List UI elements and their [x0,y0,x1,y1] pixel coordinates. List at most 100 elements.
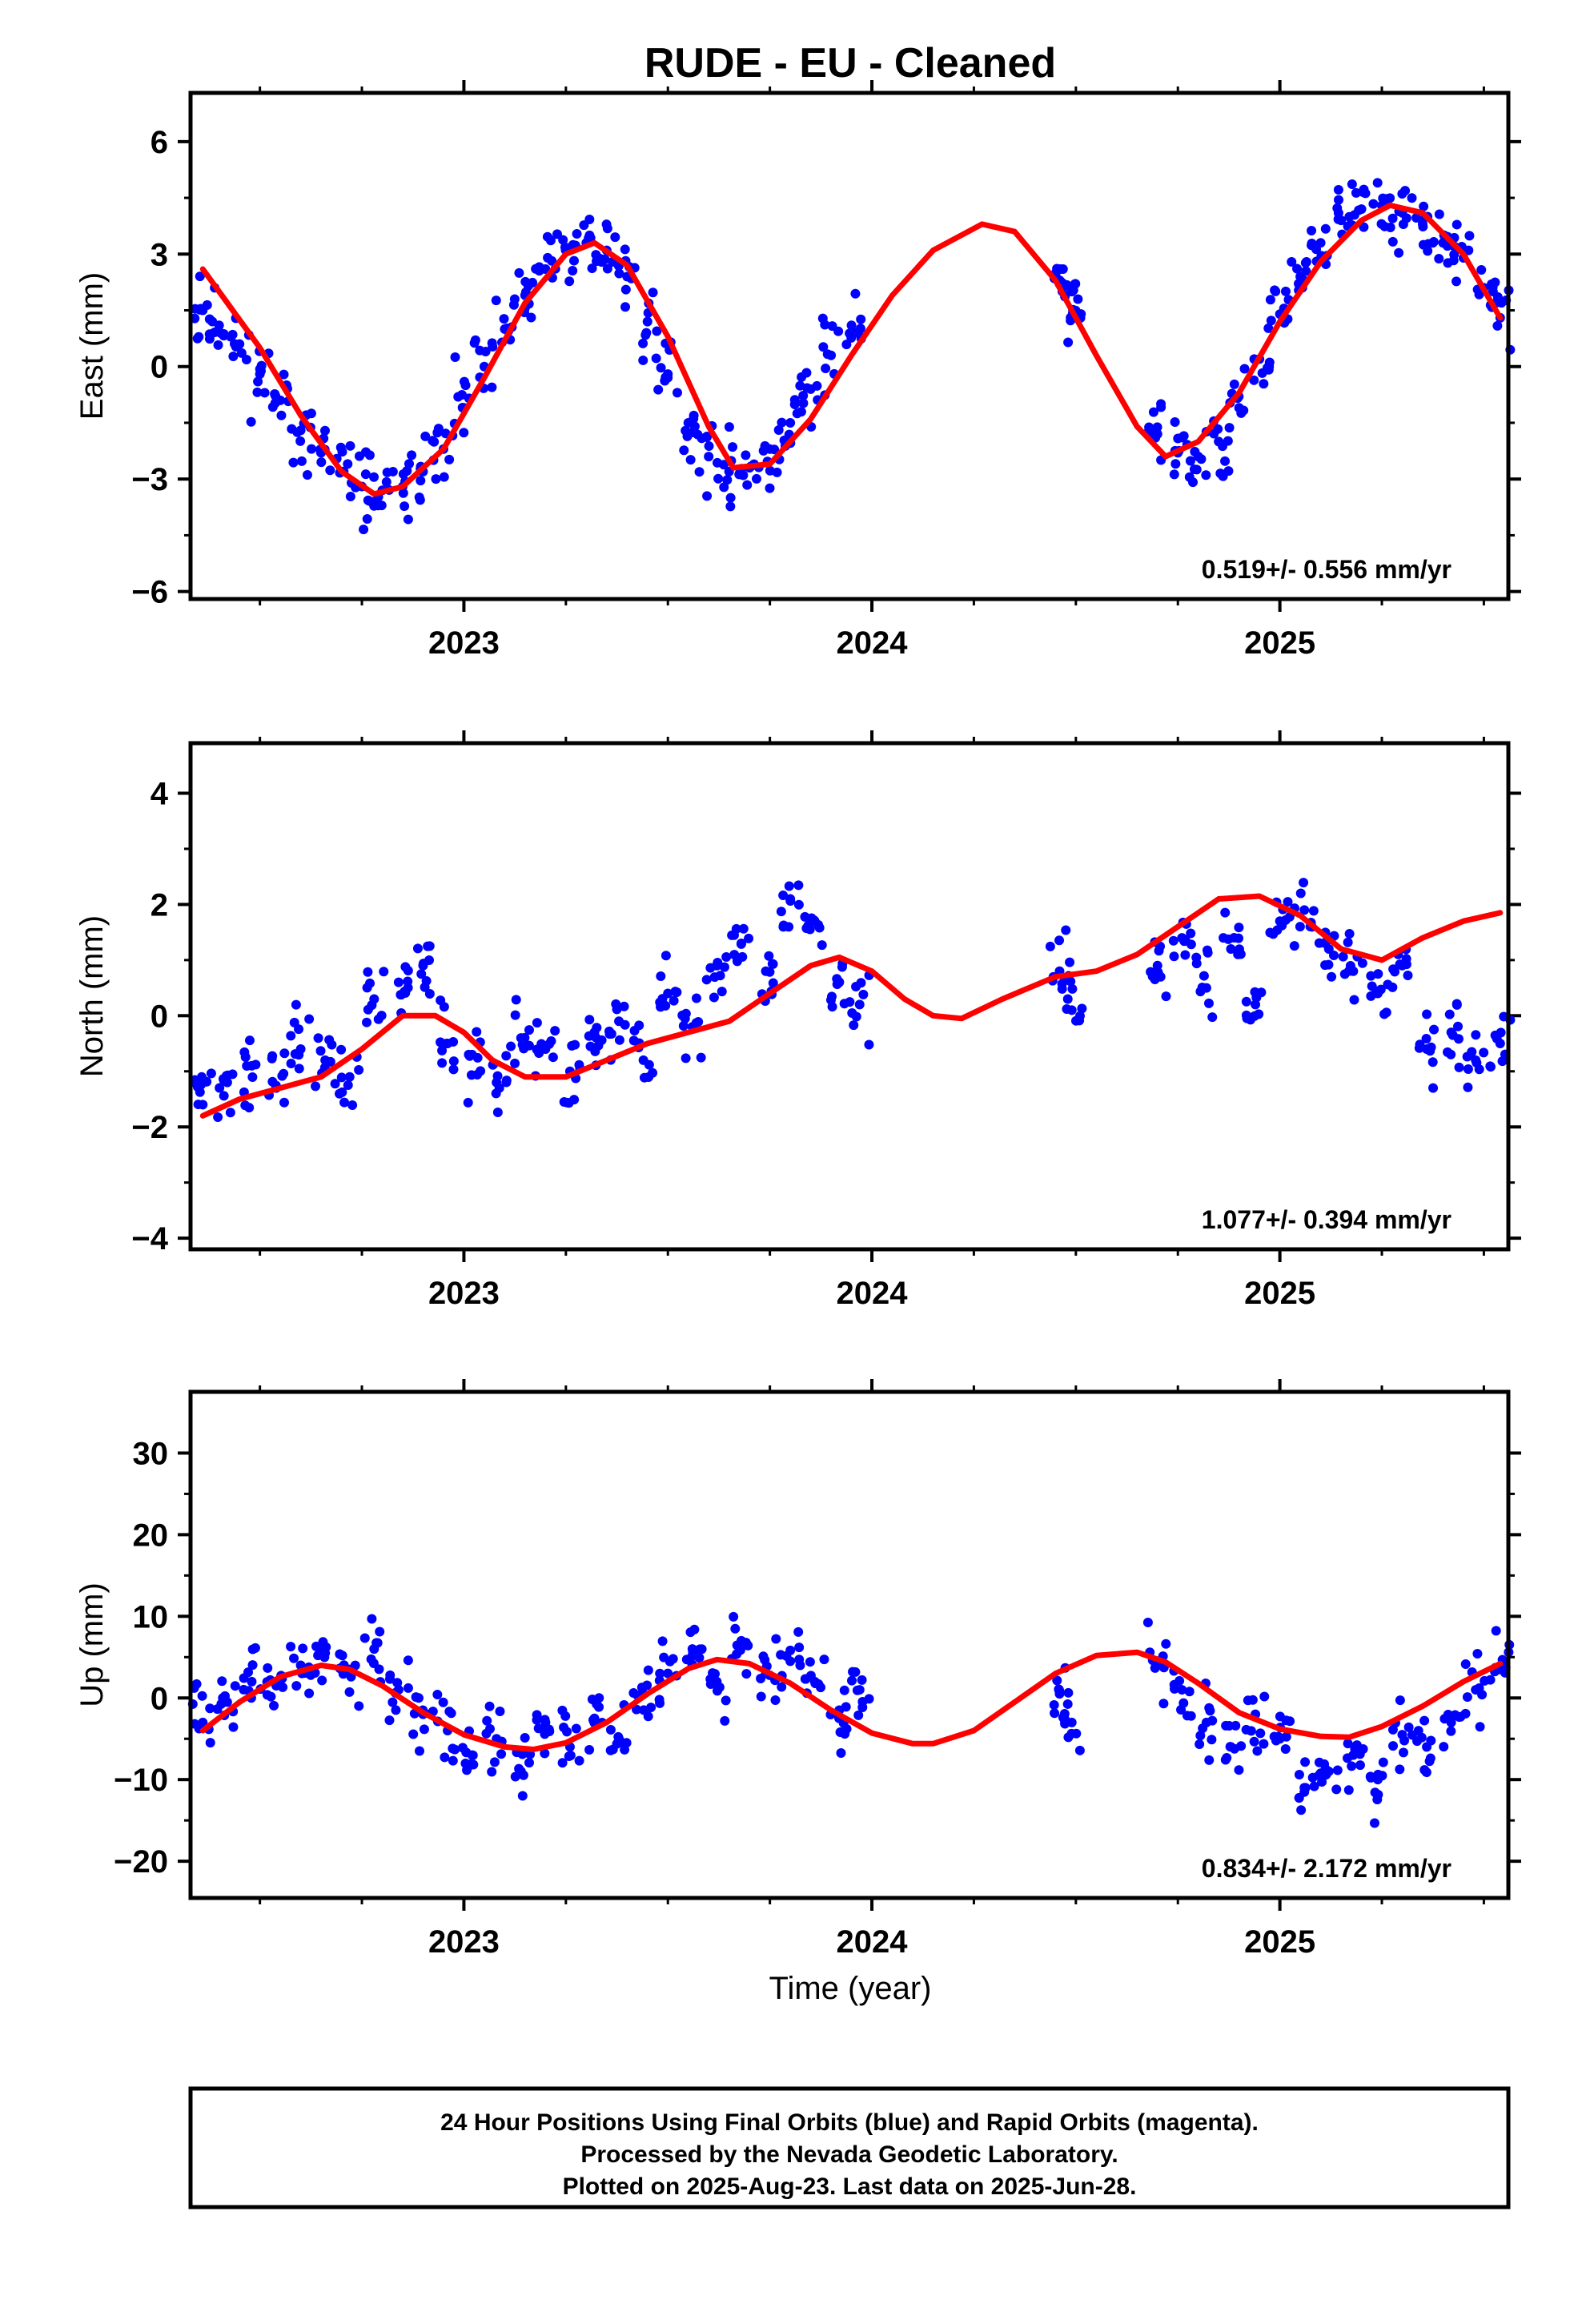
point-cloud [190,878,1516,1122]
data-point [760,1655,770,1665]
data-point [631,1704,641,1715]
data-point [227,329,238,340]
data-point [1252,1746,1263,1756]
data-point [564,276,575,287]
data-point [1295,888,1306,899]
data-point [1259,379,1269,389]
data-point [849,328,860,338]
data-point [802,383,813,393]
data-point [1209,428,1219,439]
data-point [721,952,732,963]
data-point [385,1674,396,1684]
data-point [253,376,263,387]
data-point [432,428,443,438]
data-point [450,1744,460,1755]
data-point [701,432,712,443]
data-point [1292,263,1303,274]
data-point [1328,951,1339,961]
data-point [439,472,449,482]
y-tick-label: 2 [151,887,168,923]
data-point [798,398,809,408]
data-point [411,1692,421,1703]
data-point [534,1047,544,1058]
data-point [648,287,658,298]
data-point [252,387,263,397]
data-point [344,1687,355,1697]
data-point [1146,967,1156,977]
data-point [1485,1062,1496,1072]
data-point [495,1707,505,1717]
data-point [247,1660,258,1671]
data-point [1062,279,1072,290]
data-point [1170,459,1181,469]
data-point [350,1660,360,1671]
data-point [1332,1765,1343,1775]
data-point [720,1715,730,1726]
data-point [1060,1719,1070,1729]
data-point [1300,258,1311,268]
plot-frame [188,1389,1511,1900]
data-point [584,1015,595,1025]
data-point [450,352,460,363]
data-point [1319,1759,1330,1769]
data-point [1379,221,1390,231]
data-point [540,1748,550,1759]
data-point [263,1663,273,1673]
data-point [1061,925,1071,935]
data-point [1479,1047,1489,1058]
data-point [343,1080,353,1090]
data-point [448,1064,459,1075]
data-point [1427,1057,1438,1068]
data-point [217,1676,227,1687]
data-point [1387,213,1398,223]
data-point [850,288,861,299]
x-tick-label: 2025 [1244,1276,1315,1311]
data-point [569,255,580,266]
data-point [806,913,817,923]
y-tick-label: 20 [133,1518,169,1553]
data-point [572,229,582,239]
x-tick-label: 2025 [1244,1924,1315,1960]
data-point [1299,878,1309,888]
data-point [1421,1034,1431,1044]
data-point [195,1080,206,1090]
data-point [585,1041,596,1051]
data-point [614,268,624,279]
data-point [304,1014,315,1024]
data-point [694,467,705,477]
data-point [785,417,796,428]
data-point [1347,1761,1357,1771]
footer-box: 24 Hour Positions Using Final Orbits (bl… [188,2086,1511,2209]
data-point [560,1711,571,1721]
data-point [416,969,427,979]
data-point [511,995,521,1005]
data-point [374,1664,384,1675]
data-point [656,363,666,373]
data-point [1158,1699,1169,1709]
data-point [1234,923,1244,933]
data-point [1281,1731,1291,1742]
data-point [1351,187,1361,198]
data-point [1170,417,1180,428]
data-point [1296,1805,1307,1815]
data-point [1220,456,1231,466]
data-point [567,1040,577,1051]
data-point [1057,983,1067,994]
data-point [639,1705,649,1715]
data-point [345,440,355,451]
data-point [1062,1003,1072,1014]
data-point [681,1053,691,1063]
data-point [1077,1003,1087,1014]
data-point [1234,1765,1244,1775]
data-point [814,923,825,933]
data-point [398,488,408,498]
plot-frame [188,90,1511,601]
data-point [564,1751,574,1762]
x-axis-label: Time (year) [769,1971,932,2006]
data-point [756,1691,766,1702]
data-point [1177,1685,1187,1695]
data-point [1434,253,1444,263]
y-tick-label: 30 [133,1436,169,1471]
data-point [225,1108,235,1118]
